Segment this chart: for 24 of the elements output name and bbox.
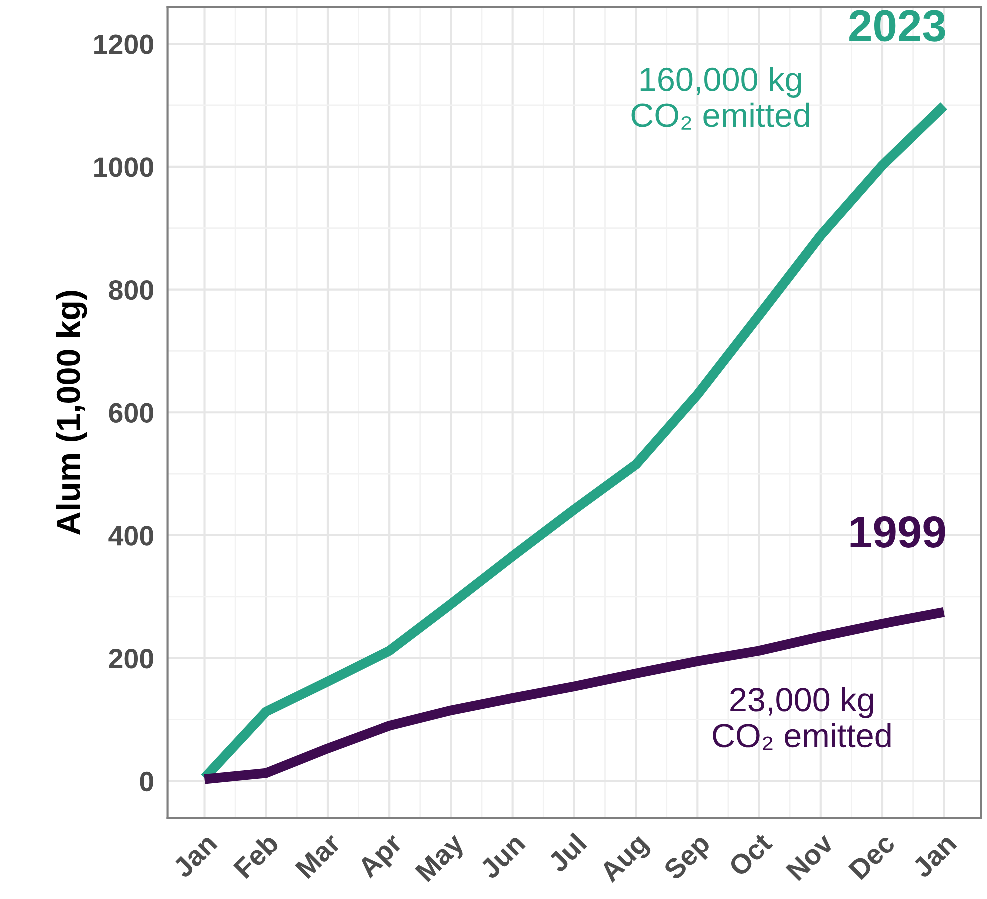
- x-tick-label: Nov: [786, 832, 836, 882]
- x-tick-label: Jun: [478, 833, 526, 880]
- x-tick-label: Jul: [546, 832, 588, 874]
- y-tick-label: 600: [109, 403, 154, 423]
- annotation: 160,000 kg CO₂ emitted: [632, 66, 810, 130]
- y-tick-label: 200: [109, 649, 154, 669]
- x-tick-label: Oct: [728, 832, 774, 878]
- annotation: 23,000 kg CO₂ emitted: [713, 687, 891, 750]
- y-axis-title: Alum (1,000 kg): [56, 291, 88, 535]
- series-label: 1999: [850, 516, 946, 548]
- x-tick-label: Jan: [911, 833, 958, 880]
- x-tick-label: Apr: [356, 832, 408, 883]
- x-tick-label: Jan: [172, 833, 218, 880]
- x-tick-label: Dec: [848, 832, 896, 880]
- x-tick-label: Aug: [598, 833, 654, 888]
- series-label: 2023: [850, 10, 946, 42]
- x-tick-label: Sep: [662, 832, 716, 886]
- x-tick-label: Feb: [232, 832, 280, 880]
- y-tick-label: 1200: [94, 34, 154, 54]
- y-tick-label: 800: [109, 280, 154, 300]
- x-tick-label: Mar: [295, 832, 342, 880]
- y-tick-label: 1000: [94, 158, 154, 178]
- y-tick-label: 400: [108, 526, 154, 546]
- y-tick-label: 0: [140, 772, 154, 792]
